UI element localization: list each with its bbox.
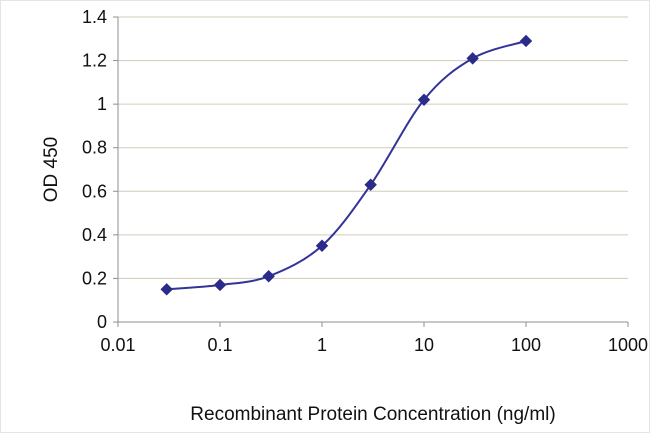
y-axis-tick-label: 0.8 [82,138,107,158]
y-axis-tick-label: 1 [97,94,107,114]
data-point-marker [262,270,275,283]
data-point-marker [364,178,377,191]
y-axis-tick-label: 0 [97,312,107,332]
data-point-marker [315,239,329,252]
y-axis-tick-label: 0.2 [82,268,107,288]
y-axis-tick-label: 0.6 [82,181,107,201]
x-axis-tick-label: 100 [511,335,541,355]
data-point-marker [213,278,227,292]
x-axis-tick-label: 1000 [608,335,648,355]
y-axis-tick-label: 0.4 [82,225,107,245]
data-point-marker [519,34,533,48]
x-axis-tick-label: 0.01 [100,335,135,355]
x-axis-tick-label: 10 [414,335,434,355]
y-axis-tick-label: 1.2 [82,51,107,71]
data-point-marker [160,283,173,296]
data-point-marker [466,52,479,65]
x-axis-tick-label: 0.1 [207,335,232,355]
y-axis-label: OD 450 [41,137,62,202]
x-axis-tick-label: 1 [317,335,327,355]
y-axis-tick-label: 1.4 [82,7,107,27]
curve-path [165,40,527,291]
x-axis-label: Recombinant Protein Concentration (ng/ml… [190,404,555,425]
data-point-marker [417,93,431,106]
